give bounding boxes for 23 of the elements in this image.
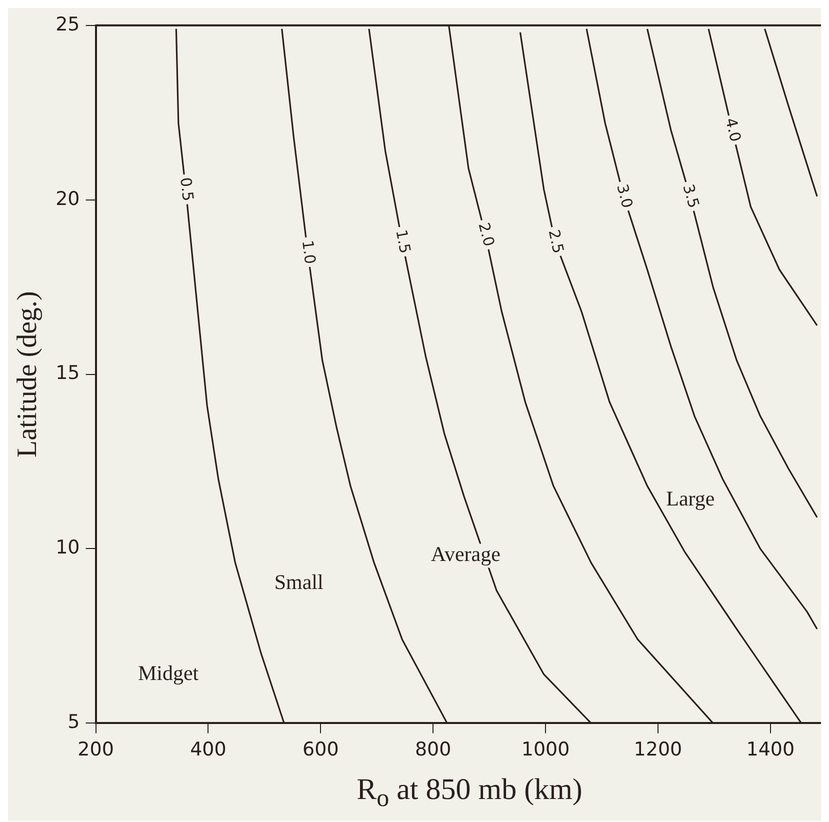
annotation: Average	[430, 542, 500, 566]
x-tick-label: 1400	[746, 738, 795, 761]
annotation: Small	[274, 570, 324, 594]
x-tick-label: 1200	[634, 738, 682, 761]
y-tick-label: 5	[68, 711, 80, 734]
annotation: Large	[666, 486, 715, 510]
series-label: 2.0	[474, 220, 498, 248]
y-tick-label: 25	[56, 13, 80, 36]
x-tick-label: 800	[414, 738, 452, 761]
x-tick-label: 200	[78, 738, 114, 761]
y-tick-label: 20	[56, 188, 80, 210]
series-label: 4.0	[722, 116, 745, 144]
annotation: Midget	[138, 660, 199, 685]
series-label: 3.5	[679, 182, 704, 210]
x-tick-label: 1000	[521, 738, 570, 761]
x-tick-label: 400	[190, 738, 226, 761]
series-label: 2.5	[544, 228, 568, 256]
y-axis-title: Latitude (deg.)	[12, 291, 44, 458]
y-tick-label: 10	[56, 536, 80, 559]
x-axis-title: R$_{o}$ at 850 mb (km)	[356, 772, 584, 814]
x-tick-label: 600	[302, 738, 339, 761]
y-tick-label: 15	[56, 362, 80, 384]
series-label: 3.0	[613, 182, 636, 210]
